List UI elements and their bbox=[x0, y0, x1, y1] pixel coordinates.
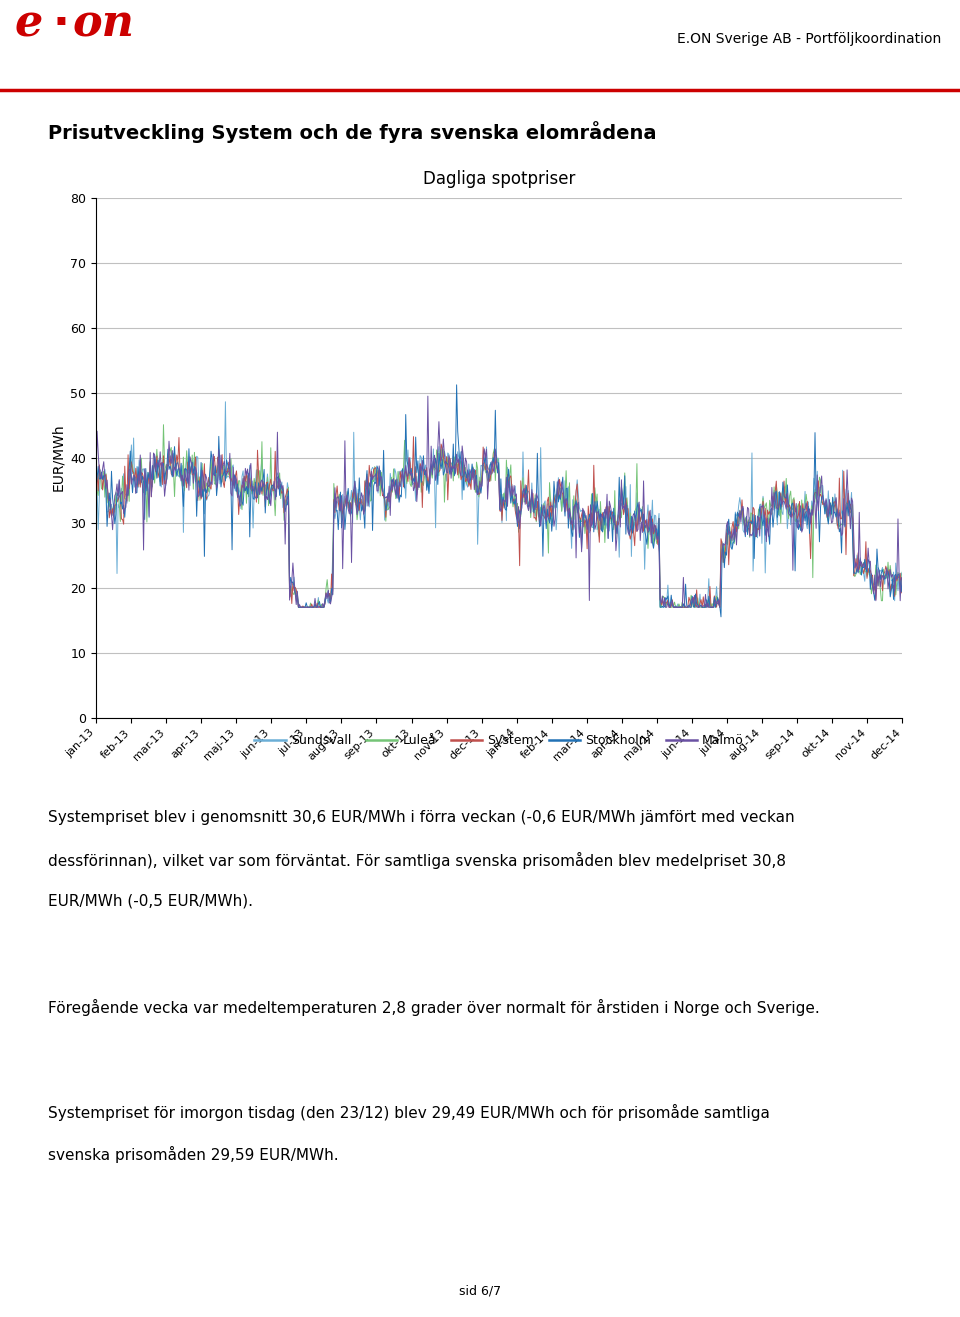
Text: Systempriset blev i genomsnitt 30,6 EUR/MWh i förra veckan (-0,6 EUR/MWh jämfört: Systempriset blev i genomsnitt 30,6 EUR/… bbox=[48, 810, 795, 824]
Text: Föregående vecka var medeltemperaturen 2,8 grader över normalt för årstiden i No: Föregående vecka var medeltemperaturen 2… bbox=[48, 998, 820, 1015]
Legend: Sundsvall, Luleå, System, Stockholm, Malmö: Sundsvall, Luleå, System, Stockholm, Mal… bbox=[250, 730, 749, 752]
Text: E.ON Sverige AB - Portföljkoordination: E.ON Sverige AB - Portföljkoordination bbox=[677, 32, 941, 46]
Text: sid 6/7: sid 6/7 bbox=[459, 1284, 501, 1297]
Text: e: e bbox=[14, 3, 43, 46]
Title: Dagliga spotpriser: Dagliga spotpriser bbox=[423, 170, 575, 187]
Text: ·: · bbox=[53, 3, 70, 46]
Text: EUR/MWh (-0,5 EUR/MWh).: EUR/MWh (-0,5 EUR/MWh). bbox=[48, 894, 253, 909]
Text: Prisutveckling System och de fyra svenska elområdena: Prisutveckling System och de fyra svensk… bbox=[48, 121, 657, 142]
Text: on: on bbox=[72, 3, 134, 46]
Y-axis label: EUR/MWh: EUR/MWh bbox=[51, 424, 64, 491]
Text: Systempriset för imorgon tisdag (den 23/12) blev 29,49 EUR/MWh och för prisomåde: Systempriset för imorgon tisdag (den 23/… bbox=[48, 1104, 770, 1121]
Text: dessförinnan), vilket var som förväntat. För samtliga svenska prisomåden blev me: dessförinnan), vilket var som förväntat.… bbox=[48, 852, 786, 869]
Text: svenska prisomåden 29,59 EUR/MWh.: svenska prisomåden 29,59 EUR/MWh. bbox=[48, 1146, 339, 1163]
